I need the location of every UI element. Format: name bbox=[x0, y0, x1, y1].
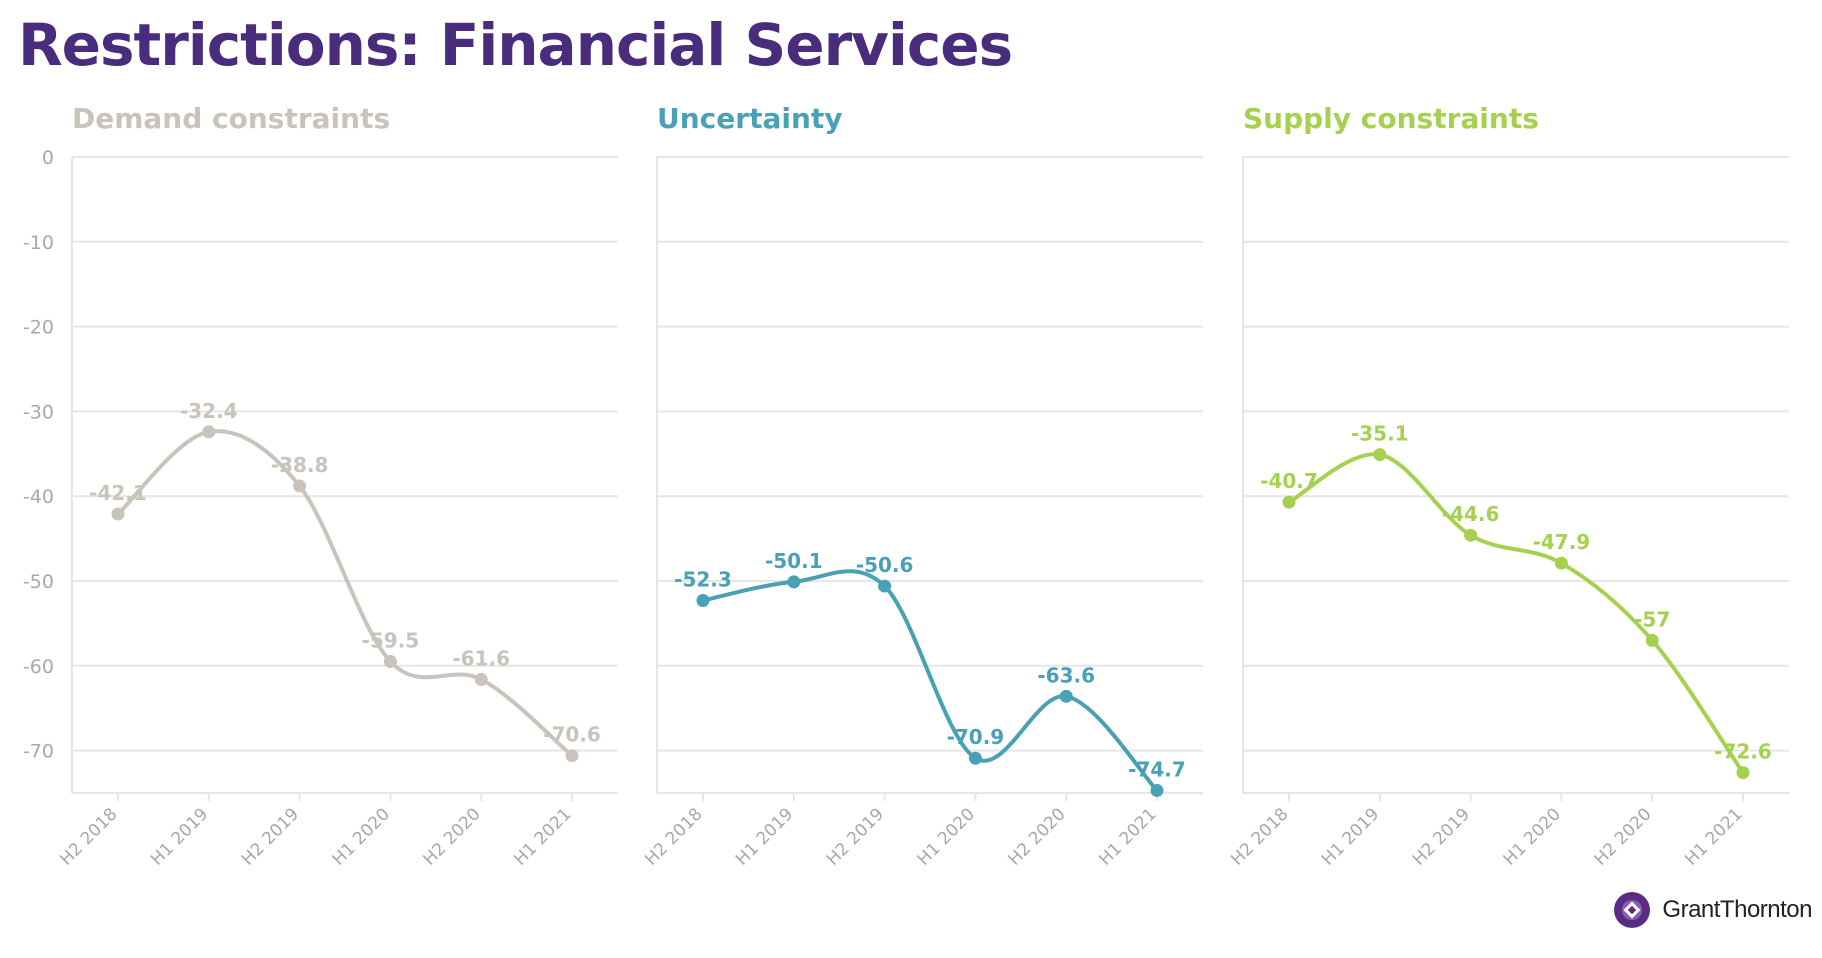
data-point bbox=[787, 575, 801, 589]
y-tick-label: -20 bbox=[23, 317, 54, 339]
data-label: -61.6 bbox=[452, 646, 510, 670]
x-tick-label: H1 2019 bbox=[732, 804, 797, 869]
data-point bbox=[696, 594, 710, 608]
y-tick-label: -40 bbox=[23, 486, 54, 508]
data-point bbox=[1150, 783, 1164, 797]
x-tick-label: H1 2020 bbox=[1500, 804, 1565, 869]
x-tick-label: H1 2020 bbox=[914, 804, 979, 869]
x-tick-label: H1 2021 bbox=[1095, 804, 1160, 869]
page-title: Restrictions: Financial Services bbox=[18, 11, 1013, 79]
data-point bbox=[968, 751, 982, 765]
chart-2-title: Uncertainty bbox=[657, 102, 843, 135]
x-tick-label: H1 2019 bbox=[147, 804, 212, 869]
data-label: -72.6 bbox=[1714, 740, 1772, 764]
data-point bbox=[1373, 448, 1387, 462]
chart-3: Supply constraints H2 2018 H1 2019 H2 2019 H… bbox=[1227, 102, 1789, 870]
data-point bbox=[1736, 766, 1750, 780]
x-tick-label: H2 2020 bbox=[1004, 804, 1069, 869]
y-tick-label: -10 bbox=[23, 232, 54, 254]
data-label: -32.4 bbox=[180, 399, 238, 423]
data-point bbox=[1059, 689, 1073, 703]
data-label: -52.3 bbox=[674, 568, 732, 592]
data-label: -44.6 bbox=[1442, 502, 1500, 526]
data-point bbox=[1282, 495, 1296, 509]
x-tick-label: H1 2019 bbox=[1318, 804, 1383, 869]
y-tick-label: -30 bbox=[23, 401, 54, 423]
data-label: -47.9 bbox=[1533, 530, 1591, 554]
y-tick-label: -70 bbox=[23, 741, 54, 763]
data-point bbox=[111, 507, 125, 521]
data-label: -42.1 bbox=[89, 481, 147, 505]
data-label: -74.7 bbox=[1128, 757, 1186, 781]
data-point bbox=[202, 425, 216, 439]
data-label: -50.1 bbox=[765, 549, 823, 573]
grant-thornton-logo-icon bbox=[1614, 892, 1651, 928]
data-label: -50.6 bbox=[856, 553, 914, 577]
data-point bbox=[878, 579, 892, 593]
data-label: -40.7 bbox=[1260, 469, 1318, 493]
data-label: -59.5 bbox=[362, 629, 420, 653]
y-tick-label: -60 bbox=[23, 656, 54, 678]
x-tick-label: H1 2021 bbox=[1681, 804, 1746, 869]
data-point bbox=[1645, 633, 1659, 647]
data-point bbox=[1554, 556, 1568, 570]
data-point bbox=[474, 672, 488, 686]
chart-3-title: Supply constraints bbox=[1243, 102, 1539, 135]
chart-1: Demand constraints 0 -10 -20 -30 -40 -50 -60 -70… bbox=[23, 102, 618, 870]
x-tick-label: H2 2018 bbox=[1227, 804, 1292, 869]
data-label: -70.9 bbox=[947, 725, 1005, 749]
data-label: -70.6 bbox=[543, 723, 601, 747]
series-line-3 bbox=[1287, 452, 1745, 775]
brand-name: GrantThornton bbox=[1662, 896, 1812, 923]
x-tick-label: H2 2019 bbox=[238, 804, 303, 869]
chart-2: Uncertainty H2 2018 H1 2019 H2 2019 H1 2020 H… bbox=[641, 102, 1203, 870]
series-line-1 bbox=[116, 429, 574, 758]
data-label: -35.1 bbox=[1351, 422, 1409, 446]
x-tick-label: H2 2020 bbox=[419, 804, 484, 869]
x-tick-label: H2 2020 bbox=[1590, 804, 1655, 869]
data-label: -38.8 bbox=[271, 453, 329, 477]
x-tick-label: H2 2019 bbox=[823, 804, 888, 869]
y-tick-label: -50 bbox=[23, 571, 54, 593]
data-point bbox=[383, 655, 397, 669]
data-label: -63.6 bbox=[1037, 663, 1095, 687]
x-tick-label: H2 2018 bbox=[56, 804, 121, 869]
chart-1-title: Demand constraints bbox=[72, 102, 390, 135]
y-tick-label: 0 bbox=[42, 147, 54, 169]
data-point bbox=[565, 749, 579, 763]
data-point bbox=[1464, 528, 1478, 542]
data-label: -57 bbox=[1634, 607, 1670, 631]
brand-logo-block: GrantThornton bbox=[1612, 890, 1812, 930]
x-tick-label: H1 2021 bbox=[510, 804, 575, 869]
x-tick-label: H2 2018 bbox=[641, 804, 706, 869]
x-tick-label: H1 2020 bbox=[329, 804, 394, 869]
data-point bbox=[293, 479, 307, 493]
x-tick-label: H2 2019 bbox=[1409, 804, 1474, 869]
